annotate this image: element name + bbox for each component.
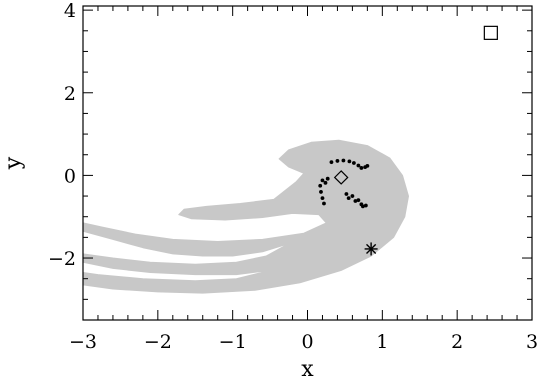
y-tick-label: 0 (64, 165, 76, 187)
data-point (322, 201, 326, 206)
square-marker (483, 25, 498, 40)
data-point (344, 192, 349, 196)
axis-ticks (82, 6, 533, 321)
data-point (335, 159, 340, 163)
x-tick-label: 0 (301, 331, 313, 353)
data-point (356, 163, 361, 168)
data-point (360, 204, 365, 209)
x-tick-labels: −3 −2 −1 0 1 2 3 (69, 331, 538, 353)
data-point (350, 194, 355, 198)
data-point (351, 161, 356, 165)
x-tick-label: 1 (376, 331, 388, 353)
x-axis-label: x (301, 357, 314, 381)
data-point (347, 159, 352, 164)
data-point (318, 183, 323, 188)
y-tick-label: −2 (48, 248, 76, 270)
data-point (341, 158, 346, 163)
data-point (325, 176, 330, 181)
data-point (319, 190, 323, 194)
data-point (353, 199, 358, 203)
data-point (320, 178, 325, 183)
y-tick-label: 2 (64, 83, 76, 105)
x-tick-label: 3 (526, 331, 538, 353)
shaded-region (83, 139, 409, 294)
data-point (356, 198, 361, 203)
data-point (346, 196, 351, 201)
diamond-marker (333, 170, 349, 185)
x-tick-label: −1 (219, 331, 247, 353)
asterisk-marker (364, 242, 378, 256)
data-point (363, 203, 368, 208)
data-point (323, 180, 328, 185)
data-point (365, 163, 370, 168)
x-tick-label: 2 (451, 331, 463, 353)
y-tick-label: 4 (64, 0, 76, 22)
y-axis-label: y (1, 156, 26, 170)
x-tick-label: −3 (69, 331, 97, 353)
x-tick-label: −2 (144, 331, 172, 353)
data-point (329, 160, 334, 165)
data-points (318, 25, 498, 256)
data-point (359, 166, 364, 170)
data-point (320, 196, 325, 201)
y-tick-labels: −2 0 2 4 (48, 0, 76, 270)
region-polygon (83, 139, 409, 294)
